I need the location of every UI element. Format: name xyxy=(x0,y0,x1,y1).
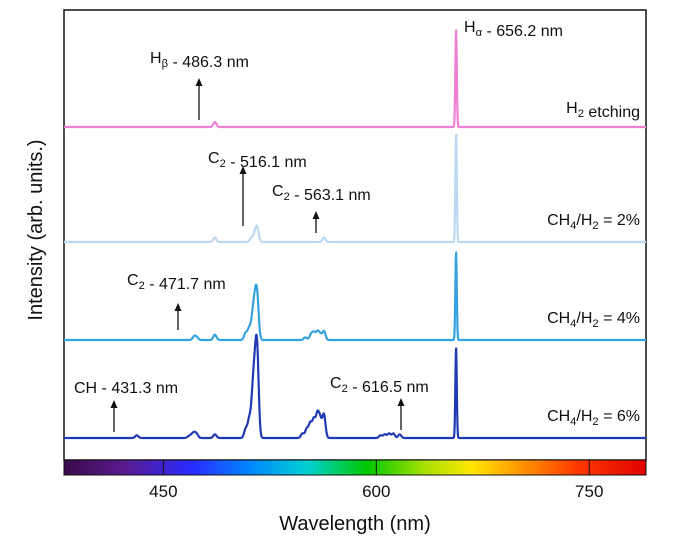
series-label-0: H2 etching xyxy=(566,100,640,121)
annotation-label-5: CH - 431.3 nm xyxy=(74,380,178,397)
annotation-label-4: C2 - 471.7 nm xyxy=(127,272,226,293)
y-axis-label: Intensity (arb. units.) xyxy=(25,139,47,320)
series-line-0 xyxy=(63,29,647,129)
x-tick-layer: 450 600 750 xyxy=(149,460,603,501)
series-layer xyxy=(63,29,647,440)
series-label-layer: H2 etching CH4/H2 = 2% CH4/H2 = 4% CH4/H2 =… xyxy=(547,100,640,428)
series-line-1 xyxy=(63,133,647,244)
annotation-label-2: C2 - 516.1 nm xyxy=(208,150,307,171)
x-tick-label-2: 750 xyxy=(575,482,603,501)
annotation-arrowhead-4 xyxy=(174,303,182,311)
series-line-2 xyxy=(63,251,647,342)
annotation-label-6: C2 - 616.5 nm xyxy=(330,375,429,396)
annotation-arrowhead-2 xyxy=(239,166,247,174)
series-label-1: CH4/H2 = 2% xyxy=(547,212,640,232)
annotation-layer: Hβ - 486.3 nm Hα - 656.2 nm C2 - 516.1 nm C… xyxy=(74,19,563,432)
x-tick-label-1: 600 xyxy=(362,482,390,501)
x-tick-label-0: 450 xyxy=(149,482,177,501)
spectrum-colorbar xyxy=(63,459,647,476)
series-label-3: CH4/H2 = 6% xyxy=(547,408,640,428)
annotation-arrowhead-0 xyxy=(195,78,203,86)
series-label-2: CH4/H2 = 4% xyxy=(547,310,640,330)
series-line-3 xyxy=(63,333,647,440)
annotation-label-1: Hα - 656.2 nm xyxy=(464,19,563,40)
annotation-label-3: C2 - 563.1 nm xyxy=(272,183,371,204)
annotation-label-0: Hβ - 486.3 nm xyxy=(150,50,249,71)
annotation-arrowhead-3 xyxy=(312,211,320,219)
x-axis-label: Wavelength (nm) xyxy=(279,513,431,535)
annotation-arrowhead-5 xyxy=(110,400,118,408)
annotation-arrowhead-6 xyxy=(397,398,405,406)
